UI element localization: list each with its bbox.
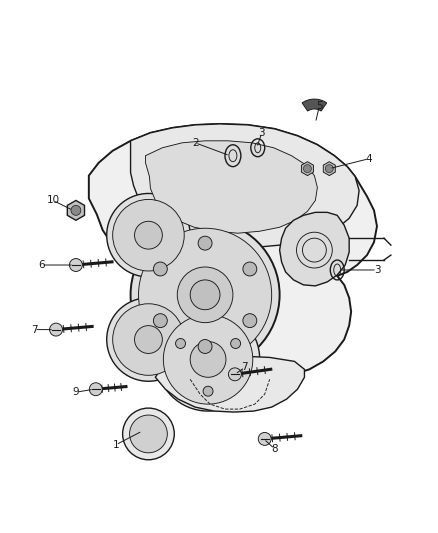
Polygon shape bbox=[131, 124, 359, 247]
Circle shape bbox=[243, 262, 257, 276]
Circle shape bbox=[231, 338, 240, 349]
Circle shape bbox=[70, 259, 82, 271]
Circle shape bbox=[304, 165, 311, 173]
Polygon shape bbox=[145, 141, 318, 233]
Circle shape bbox=[229, 368, 241, 381]
Circle shape bbox=[123, 408, 174, 460]
Text: 3: 3 bbox=[374, 265, 380, 275]
Circle shape bbox=[190, 280, 220, 310]
Polygon shape bbox=[302, 99, 327, 111]
Circle shape bbox=[107, 193, 190, 277]
Polygon shape bbox=[279, 212, 349, 286]
Circle shape bbox=[243, 314, 257, 328]
Circle shape bbox=[176, 338, 186, 349]
Text: 6: 6 bbox=[38, 260, 44, 270]
Circle shape bbox=[163, 314, 253, 404]
Circle shape bbox=[177, 267, 233, 322]
Circle shape bbox=[113, 304, 184, 375]
Text: 10: 10 bbox=[46, 196, 60, 205]
Circle shape bbox=[153, 314, 167, 328]
Circle shape bbox=[190, 342, 226, 377]
Circle shape bbox=[49, 323, 63, 336]
Circle shape bbox=[156, 308, 260, 411]
Text: 5: 5 bbox=[316, 101, 323, 111]
Text: 1: 1 bbox=[113, 440, 119, 450]
Text: 2: 2 bbox=[192, 138, 198, 148]
Circle shape bbox=[89, 383, 102, 395]
Circle shape bbox=[258, 432, 271, 446]
Text: 4: 4 bbox=[366, 154, 372, 164]
Circle shape bbox=[198, 340, 212, 353]
Text: 3: 3 bbox=[258, 128, 265, 138]
Polygon shape bbox=[89, 124, 377, 379]
Circle shape bbox=[107, 298, 190, 381]
Circle shape bbox=[138, 228, 272, 361]
Circle shape bbox=[198, 236, 212, 250]
Circle shape bbox=[153, 262, 167, 276]
Text: 7: 7 bbox=[241, 362, 248, 373]
Text: 7: 7 bbox=[31, 325, 38, 335]
Circle shape bbox=[131, 220, 279, 369]
Text: 8: 8 bbox=[271, 444, 278, 454]
Circle shape bbox=[71, 205, 81, 215]
Polygon shape bbox=[155, 357, 304, 412]
Text: 9: 9 bbox=[73, 387, 79, 397]
Circle shape bbox=[134, 326, 162, 353]
Circle shape bbox=[130, 415, 167, 453]
Circle shape bbox=[134, 221, 162, 249]
Circle shape bbox=[325, 165, 333, 173]
Circle shape bbox=[113, 199, 184, 271]
Circle shape bbox=[203, 386, 213, 396]
